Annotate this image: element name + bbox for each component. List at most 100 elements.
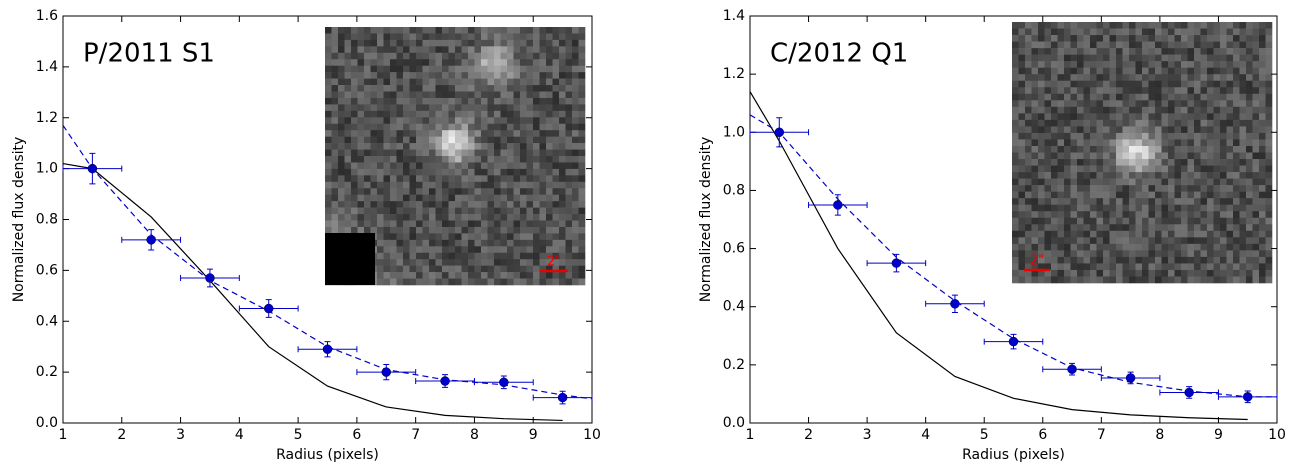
pixel [1129,126,1136,133]
pixel [1110,185,1117,192]
pixel [455,27,462,34]
pixel [1266,276,1273,283]
pixel [1149,257,1156,264]
pixel [1246,81,1253,88]
pixel [1123,94,1130,101]
pixel [390,137,397,144]
pixel [501,253,508,260]
pixel [546,272,553,279]
pixel [1103,192,1110,199]
pixel [501,79,508,86]
pixel [358,111,365,118]
pixel [1019,198,1026,205]
pixel [1266,94,1273,101]
pixel [527,208,534,215]
pixel [553,169,560,176]
pixel [442,72,449,79]
pixel [1071,107,1078,114]
pixel [1162,250,1169,257]
pixel [1038,185,1045,192]
pixel [468,182,475,189]
pixel [488,117,495,124]
pixel [1162,100,1169,107]
pixel [1051,139,1058,146]
pixel [559,188,566,195]
pixel [371,85,378,92]
pixel [403,156,410,163]
pixel [1038,48,1045,55]
pixel [559,195,566,202]
pixel [332,85,339,92]
pixel [1136,263,1143,270]
pixel [501,201,508,208]
pixel [1025,87,1032,94]
pixel [436,246,443,253]
pixel [1162,126,1169,133]
pixel [338,143,345,150]
pixel [1201,192,1208,199]
pixel [423,104,430,111]
pixel [358,104,365,111]
pixel [1201,29,1208,36]
pixel [384,227,391,234]
pixel [1253,139,1260,146]
pixel [1142,126,1149,133]
pixel [475,156,482,163]
pixel [1110,146,1117,153]
pixel [358,156,365,163]
pixel [527,169,534,176]
pixel [494,66,501,73]
pixel [501,259,508,266]
pixel [1071,205,1078,212]
pixel [566,85,573,92]
pixel [1038,192,1045,199]
pixel [468,259,475,266]
pixel [462,208,469,215]
pixel [1136,153,1143,160]
pixel [1227,166,1234,173]
pixel [468,53,475,60]
pixel [338,201,345,208]
pixel [429,150,436,157]
pixel [416,137,423,144]
pixel [1175,237,1182,244]
pixel [384,156,391,163]
pixel [546,117,553,124]
pixel [423,188,430,195]
pixel [1045,159,1052,166]
pixel [410,59,417,66]
pixel [527,117,534,124]
pixel [1207,231,1214,238]
pixel [1162,68,1169,75]
pixel [1168,172,1175,179]
pixel [546,195,553,202]
pixel [1136,113,1143,120]
pixel [488,240,495,247]
pixel [1025,113,1032,120]
pixel [429,246,436,253]
pixel [1175,48,1182,55]
pixel [1246,257,1253,264]
pixel [1214,192,1221,199]
pixel [481,150,488,157]
pixel [1097,94,1104,101]
pixel [345,150,352,157]
pixel [462,162,469,169]
pixel [1259,270,1266,277]
pixel [1162,231,1169,238]
pixel [1103,133,1110,140]
pixel [397,59,404,66]
pixel [1071,61,1078,68]
pixel [436,111,443,118]
pixel [1012,61,1019,68]
pixel [1103,146,1110,153]
pixel [1253,120,1260,127]
pixel [455,201,462,208]
pixel [1207,35,1214,42]
pixel [1162,61,1169,68]
pixel [1090,257,1097,264]
pixel [1025,185,1032,192]
pixel [442,124,449,131]
pixel [1207,270,1214,277]
pixel [468,201,475,208]
